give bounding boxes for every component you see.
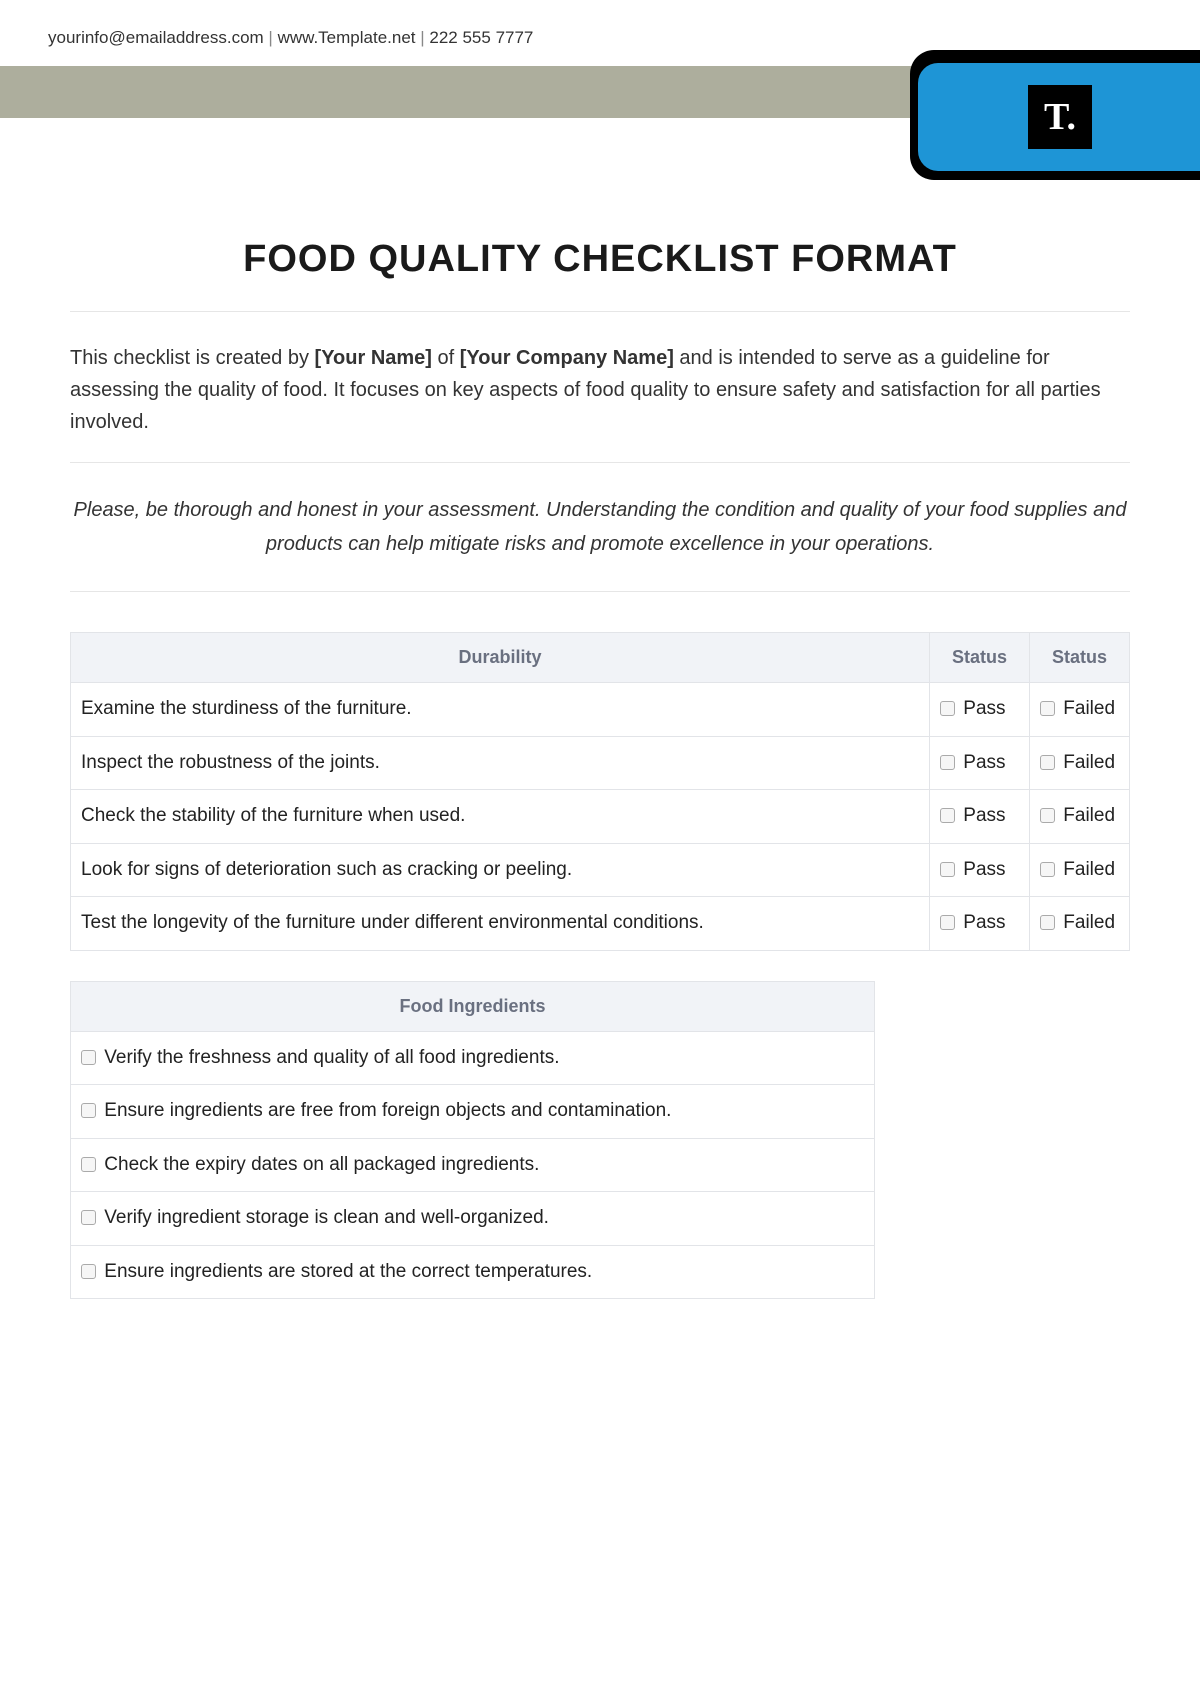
col-header-status-1: Status bbox=[930, 633, 1030, 683]
col-header-ingredients: Food Ingredients bbox=[71, 981, 875, 1031]
checklist-item-cell: Verify ingredient storage is clean and w… bbox=[71, 1192, 875, 1246]
checkbox-icon[interactable] bbox=[940, 701, 955, 716]
contact-email: yourinfo@emailaddress.com bbox=[48, 28, 264, 47]
divider bbox=[70, 591, 1130, 592]
checkbox-icon[interactable] bbox=[81, 1264, 96, 1279]
intro-text-pre: This checklist is created by bbox=[70, 347, 315, 369]
checklist-item-cell: Ensure ingredients are stored at the cor… bbox=[71, 1245, 875, 1299]
checkbox-icon[interactable] bbox=[940, 755, 955, 770]
logo-front-shape: T. bbox=[918, 63, 1200, 171]
logo-badge: T. bbox=[910, 50, 1200, 180]
checkbox-icon[interactable] bbox=[940, 862, 955, 877]
failed-cell: Failed bbox=[1030, 736, 1130, 790]
page-title: FOOD QUALITY CHECKLIST FORMAT bbox=[70, 238, 1130, 281]
table-row: Check the expiry dates on all packaged i… bbox=[71, 1138, 875, 1192]
durability-table: Durability Status Status Examine the stu… bbox=[70, 632, 1130, 951]
table-row: Look for signs of deterioration such as … bbox=[71, 843, 1130, 897]
checkbox-icon[interactable] bbox=[81, 1050, 96, 1065]
col-header-status-2: Status bbox=[1030, 633, 1130, 683]
table-row: Verify ingredient storage is clean and w… bbox=[71, 1192, 875, 1246]
pass-label: Pass bbox=[963, 912, 1005, 933]
table-row: Inspect the robustness of the joints. Pa… bbox=[71, 736, 1130, 790]
checklist-item-cell: Ensure ingredients are free from foreign… bbox=[71, 1085, 875, 1139]
divider bbox=[70, 462, 1130, 463]
failed-label: Failed bbox=[1063, 752, 1115, 773]
failed-cell: Failed bbox=[1030, 843, 1130, 897]
checkbox-icon[interactable] bbox=[940, 808, 955, 823]
intro-text-mid: of bbox=[432, 347, 460, 369]
checklist-item-text: Verify the freshness and quality of all … bbox=[104, 1047, 559, 1068]
pass-cell: Pass bbox=[930, 843, 1030, 897]
pass-label: Pass bbox=[963, 752, 1005, 773]
checkbox-icon[interactable] bbox=[81, 1157, 96, 1172]
instruction-note: Please, be thorough and honest in your a… bbox=[70, 493, 1130, 561]
checkbox-icon[interactable] bbox=[81, 1103, 96, 1118]
checklist-item-text: Check the stability of the furniture whe… bbox=[71, 790, 930, 844]
divider bbox=[70, 311, 1130, 312]
checkbox-icon[interactable] bbox=[1040, 755, 1055, 770]
checkbox-icon[interactable] bbox=[940, 915, 955, 930]
failed-label: Failed bbox=[1063, 912, 1115, 933]
checklist-item-text: Ensure ingredients are free from foreign… bbox=[104, 1100, 671, 1121]
checklist-item-text: Test the longevity of the furniture unde… bbox=[71, 897, 930, 951]
table-row: Test the longevity of the furniture unde… bbox=[71, 897, 1130, 951]
checklist-item-cell: Check the expiry dates on all packaged i… bbox=[71, 1138, 875, 1192]
failed-cell: Failed bbox=[1030, 683, 1130, 737]
failed-label: Failed bbox=[1063, 859, 1115, 880]
logo-icon: T. bbox=[1028, 85, 1092, 149]
pass-label: Pass bbox=[963, 805, 1005, 826]
logo-back-shape: T. bbox=[910, 50, 1200, 180]
pass-cell: Pass bbox=[930, 790, 1030, 844]
table-row: Examine the sturdiness of the furniture.… bbox=[71, 683, 1130, 737]
failed-label: Failed bbox=[1063, 805, 1115, 826]
failed-cell: Failed bbox=[1030, 897, 1130, 951]
checklist-item-text: Look for signs of deterioration such as … bbox=[71, 843, 930, 897]
pass-cell: Pass bbox=[930, 736, 1030, 790]
checklist-item-text: Ensure ingredients are stored at the cor… bbox=[104, 1261, 592, 1282]
table-row: Check the stability of the furniture whe… bbox=[71, 790, 1130, 844]
pass-label: Pass bbox=[963, 859, 1005, 880]
your-company-placeholder: [Your Company Name] bbox=[460, 347, 674, 369]
table-row: Ensure ingredients are stored at the cor… bbox=[71, 1245, 875, 1299]
failed-cell: Failed bbox=[1030, 790, 1130, 844]
table-row: Verify the freshness and quality of all … bbox=[71, 1031, 875, 1085]
checkbox-icon[interactable] bbox=[1040, 808, 1055, 823]
your-name-placeholder: [Your Name] bbox=[315, 347, 432, 369]
contact-website: www.Template.net bbox=[264, 28, 416, 47]
intro-paragraph: This checklist is created by [Your Name]… bbox=[70, 342, 1130, 438]
checkbox-icon[interactable] bbox=[1040, 862, 1055, 877]
checklist-item-text: Check the expiry dates on all packaged i… bbox=[104, 1154, 539, 1175]
contact-phone: 222 555 7777 bbox=[416, 28, 534, 47]
pass-cell: Pass bbox=[930, 897, 1030, 951]
checklist-item-text: Inspect the robustness of the joints. bbox=[71, 736, 930, 790]
col-header-durability: Durability bbox=[71, 633, 930, 683]
checkbox-icon[interactable] bbox=[1040, 915, 1055, 930]
checklist-item-cell: Verify the freshness and quality of all … bbox=[71, 1031, 875, 1085]
ingredients-table: Food Ingredients Verify the freshness an… bbox=[70, 981, 875, 1300]
checkbox-icon[interactable] bbox=[81, 1210, 96, 1225]
checklist-item-text: Verify ingredient storage is clean and w… bbox=[104, 1207, 549, 1228]
pass-label: Pass bbox=[963, 698, 1005, 719]
table-row: Ensure ingredients are free from foreign… bbox=[71, 1085, 875, 1139]
checkbox-icon[interactable] bbox=[1040, 701, 1055, 716]
pass-cell: Pass bbox=[930, 683, 1030, 737]
checklist-item-text: Examine the sturdiness of the furniture. bbox=[71, 683, 930, 737]
failed-label: Failed bbox=[1063, 698, 1115, 719]
